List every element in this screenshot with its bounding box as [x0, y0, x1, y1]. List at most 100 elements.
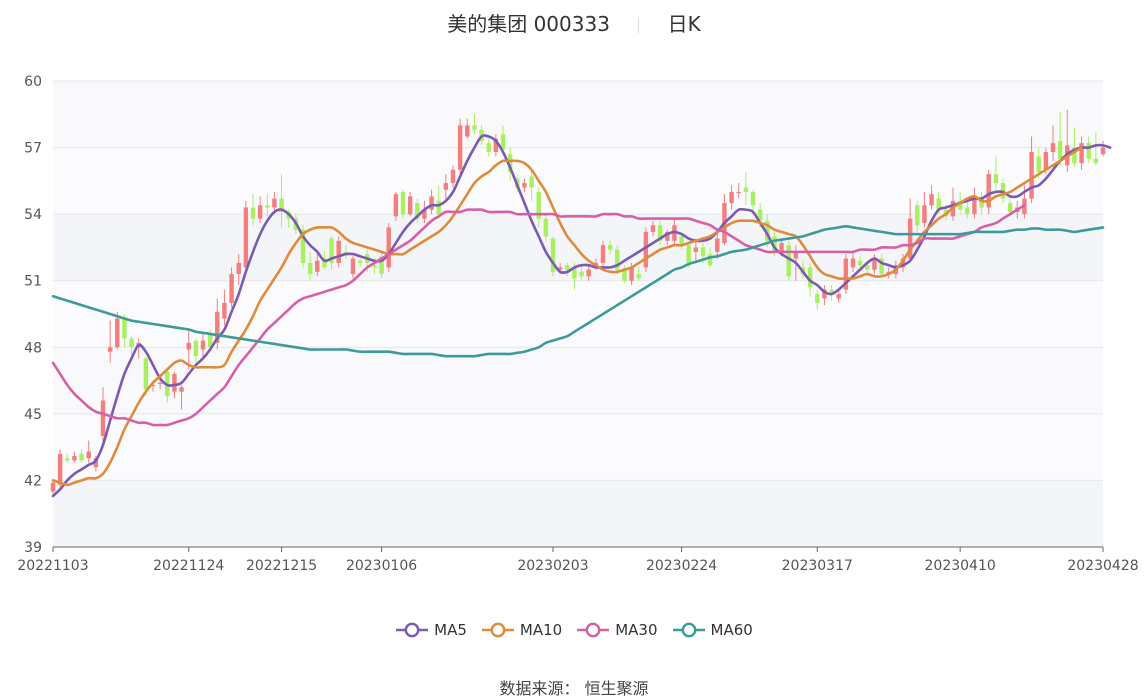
candle-body	[229, 274, 234, 303]
x-tick-label: 20221124	[153, 558, 224, 574]
candle	[657, 220, 663, 246]
candle-body	[486, 143, 491, 153]
data-source: 数据来源： 恒生聚源	[499, 679, 649, 698]
candle-body	[93, 458, 99, 468]
candle-body	[186, 342, 191, 350]
candle-body	[172, 373, 177, 392]
candle-body	[157, 382, 163, 384]
candle-body	[557, 267, 563, 270]
candle	[386, 223, 391, 272]
candle	[493, 134, 499, 157]
candle-body	[529, 176, 534, 188]
candle-body	[357, 260, 363, 263]
candle	[536, 187, 541, 228]
candle	[529, 169, 534, 201]
candle	[843, 254, 849, 295]
candle	[465, 118, 470, 139]
candle-body	[215, 311, 220, 343]
legend-item-ma30[interactable]: MA30	[576, 621, 658, 639]
candle-body	[1036, 156, 1041, 172]
candle	[336, 236, 341, 268]
candle	[443, 174, 449, 199]
candle-body	[1093, 158, 1099, 164]
grid-band	[53, 413, 1103, 481]
y-axis: 39 42 45 48 51 54 57 60	[24, 74, 42, 556]
candle	[736, 183, 741, 199]
candle-body	[543, 218, 549, 237]
y-tick-label: 48	[24, 340, 42, 356]
candle-body	[629, 267, 634, 281]
candle-body	[86, 451, 91, 459]
candle-body	[743, 187, 749, 192]
candle-body	[1057, 140, 1063, 159]
candle	[1050, 125, 1056, 161]
candle-body	[422, 209, 427, 219]
candle-body	[772, 236, 777, 252]
candle-body	[915, 205, 920, 226]
candle	[615, 245, 620, 275]
line-ma30	[51, 203, 1026, 427]
candle	[1079, 136, 1084, 170]
candle	[193, 338, 199, 363]
line-ma60	[51, 225, 1105, 358]
candle-body	[936, 198, 941, 210]
candle-body	[879, 258, 884, 275]
candle	[407, 191, 413, 217]
candle	[457, 118, 463, 175]
candle	[965, 200, 970, 219]
candle-body	[786, 245, 791, 277]
candle-body	[115, 318, 120, 348]
candle	[200, 331, 206, 359]
legend-label: MA5	[434, 621, 467, 639]
candle	[565, 262, 570, 277]
candle-body	[972, 196, 977, 215]
candle-body	[822, 289, 827, 299]
candle-body	[1079, 143, 1084, 164]
candle	[993, 156, 999, 192]
legend-marker-icon	[481, 622, 514, 638]
candle-body	[757, 209, 763, 221]
candle	[636, 267, 641, 281]
candle	[643, 227, 649, 272]
candle	[1029, 136, 1034, 204]
candle-body	[400, 191, 406, 215]
candle	[357, 258, 363, 268]
candle-body	[472, 125, 477, 130]
candle-body	[907, 218, 913, 259]
candle	[729, 185, 734, 210]
candle	[607, 240, 613, 255]
candle-body	[600, 245, 606, 263]
candle	[550, 236, 556, 277]
candle	[300, 225, 306, 268]
legend-item-ma60[interactable]: MA60	[672, 621, 753, 639]
candle-body	[865, 265, 870, 270]
candle-body	[243, 207, 249, 268]
legend-item-ma5[interactable]: MA5	[395, 621, 467, 639]
candle-body	[300, 229, 306, 263]
legend-item-ma10[interactable]: MA10	[481, 621, 562, 639]
candle-body	[443, 183, 449, 190]
candle	[543, 214, 549, 241]
candle-body	[922, 205, 927, 224]
x-tick-label: 20230203	[517, 558, 588, 574]
candle	[1057, 112, 1063, 166]
candle-body	[579, 271, 584, 277]
candle-body	[407, 196, 413, 215]
candle	[486, 138, 491, 157]
candle-body	[686, 245, 691, 263]
candle-body	[765, 220, 770, 241]
candle	[143, 356, 149, 397]
line-ma10	[51, 146, 1083, 487]
candle-body	[336, 240, 341, 263]
candle	[57, 449, 63, 488]
grid-bands	[53, 81, 1103, 547]
candle-body	[607, 245, 613, 250]
legend-marker-circle	[490, 622, 506, 638]
candle	[665, 229, 670, 246]
candle	[586, 265, 591, 281]
candle-body	[50, 482, 56, 492]
candle-body	[965, 207, 970, 215]
candle	[279, 174, 284, 228]
candle-body	[550, 238, 556, 272]
candle	[186, 329, 191, 370]
